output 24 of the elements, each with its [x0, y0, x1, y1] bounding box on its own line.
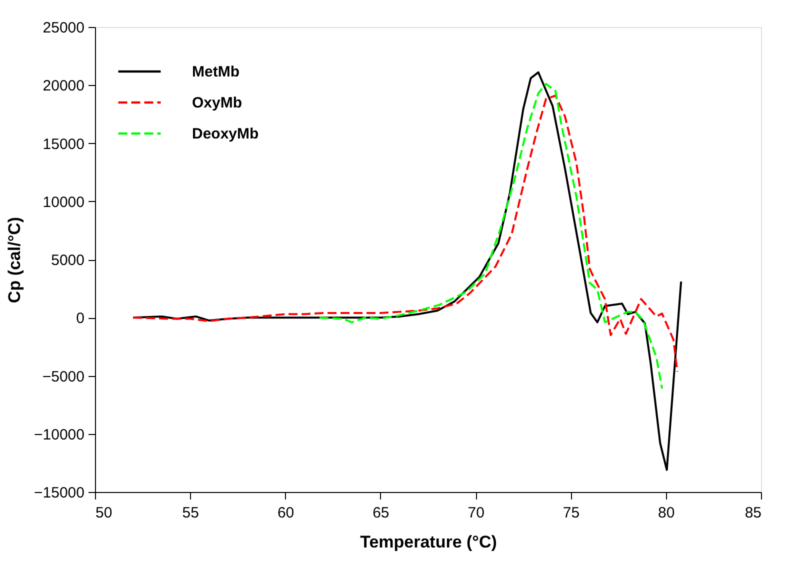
- x-tick-label: 50: [96, 504, 112, 522]
- x-tick-label: 55: [182, 504, 199, 522]
- y-tick-label: 5000: [51, 252, 84, 269]
- legend-label: DeoxyMb: [192, 126, 259, 142]
- x-tick-label: 85: [744, 504, 762, 522]
- y-tick-label: −15000: [34, 484, 84, 502]
- line-series: [132, 94, 678, 373]
- x-tick-label: 80: [658, 504, 675, 522]
- y-tick-label: −10000: [34, 426, 84, 444]
- x-axis-title: Temperature (°C): [360, 532, 497, 552]
- y-axis-title: Cp (cal/°C): [5, 216, 24, 304]
- y-tick-label: 0: [76, 310, 84, 328]
- y-tick-label: −5000: [42, 368, 84, 386]
- legend-label: OxyMb: [192, 94, 242, 112]
- y-tick-label: 25000: [42, 20, 84, 36]
- y-tick-label: 20000: [42, 78, 84, 95]
- x-tick-label: 60: [277, 504, 294, 522]
- x-tick-label: 65: [372, 504, 390, 522]
- x-tick-label: 75: [562, 504, 580, 522]
- y-tick-label: 15000: [42, 136, 84, 153]
- y-tick-label: 10000: [42, 194, 84, 211]
- legend-label: MetMb: [192, 64, 240, 80]
- x-tick-label: 70: [468, 504, 484, 522]
- line-series: [318, 82, 664, 390]
